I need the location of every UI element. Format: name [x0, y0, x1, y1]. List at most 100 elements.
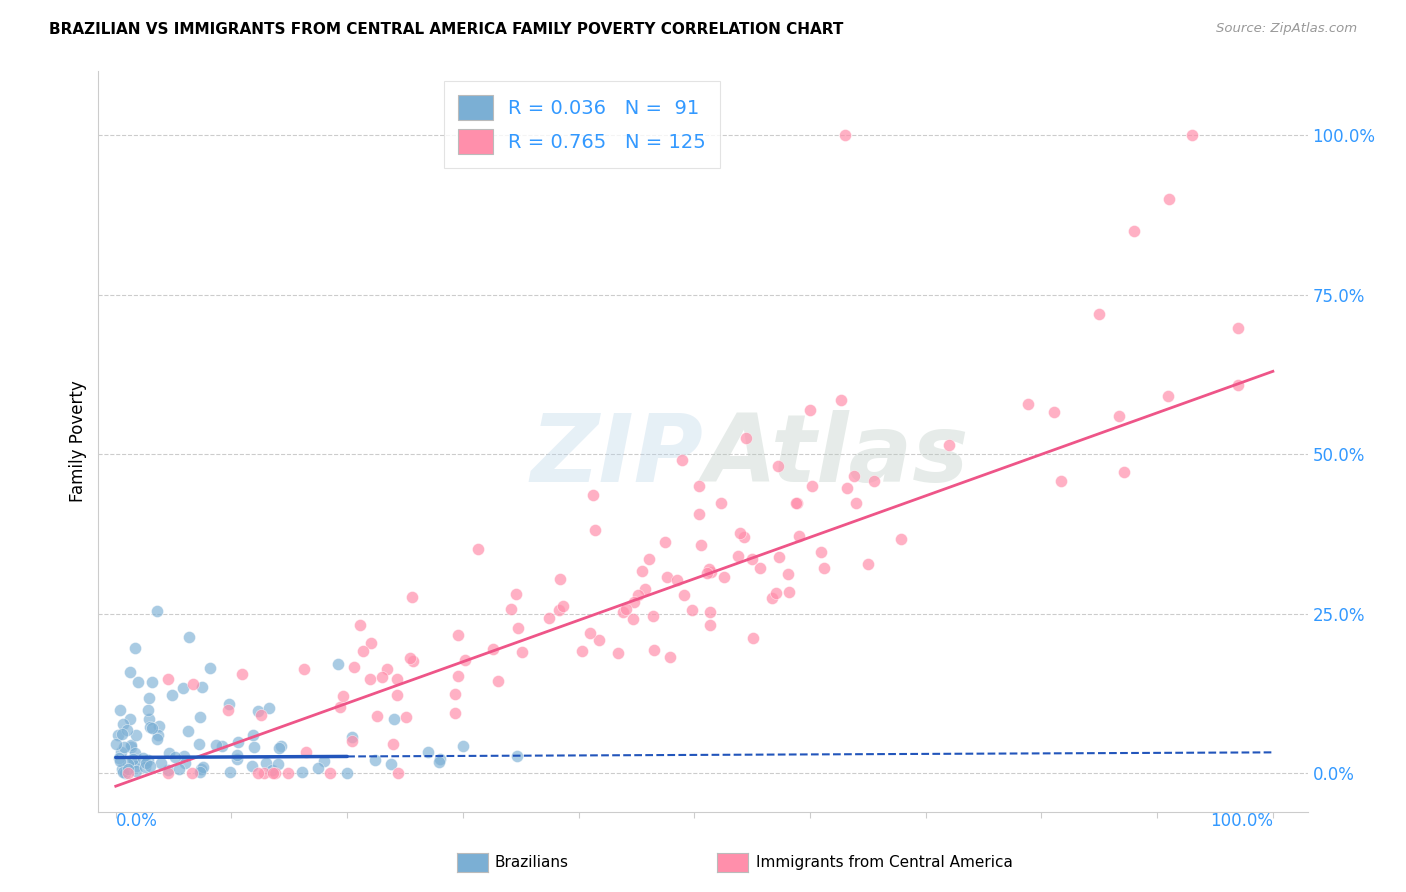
Point — [246, 766, 269, 780]
Legend: R = 0.036   N =  91, R = 0.765   N = 125: R = 0.036 N = 91, R = 0.765 N = 125 — [444, 81, 720, 168]
Point — [117, 762, 139, 776]
Point — [700, 565, 723, 579]
Point — [501, 602, 523, 616]
Point — [111, 764, 134, 779]
Point — [776, 566, 799, 581]
Point — [634, 582, 657, 596]
Point — [621, 611, 644, 625]
Point — [813, 561, 835, 575]
Point — [218, 765, 240, 780]
Point — [257, 701, 280, 715]
Point — [681, 603, 703, 617]
Point — [1227, 320, 1250, 334]
Point — [416, 745, 439, 759]
Point — [314, 754, 336, 768]
Point — [326, 657, 349, 671]
Point — [713, 569, 735, 583]
Point — [765, 586, 787, 600]
Point — [1088, 307, 1111, 321]
Point — [845, 496, 868, 510]
Point — [124, 756, 146, 770]
Point — [655, 570, 678, 584]
Point — [506, 748, 529, 763]
Point — [742, 632, 765, 646]
Point — [110, 745, 132, 759]
Point — [658, 650, 681, 665]
Point — [844, 469, 866, 483]
Point — [111, 727, 134, 741]
Point — [336, 765, 359, 780]
Point — [205, 739, 228, 753]
Point — [1123, 224, 1146, 238]
Point — [627, 588, 650, 602]
Point — [486, 674, 509, 689]
Point — [150, 756, 173, 770]
Point — [242, 728, 264, 742]
Point — [160, 688, 183, 702]
Point — [329, 699, 352, 714]
Point — [749, 560, 772, 574]
Point — [114, 766, 136, 780]
Point — [148, 718, 170, 732]
Point — [111, 762, 134, 776]
Point — [243, 740, 266, 755]
Point — [267, 756, 290, 771]
Point — [136, 753, 159, 767]
Point — [688, 479, 710, 493]
Point — [696, 566, 718, 581]
Point — [766, 459, 789, 474]
Point — [699, 605, 721, 619]
Point — [198, 661, 221, 675]
Point — [768, 550, 790, 565]
Point — [146, 728, 169, 742]
Point — [141, 722, 163, 736]
Point — [188, 710, 211, 724]
Point — [364, 753, 387, 767]
Point — [332, 690, 354, 704]
Point — [761, 591, 783, 606]
Point — [180, 766, 202, 780]
Point — [254, 756, 277, 770]
Point — [588, 632, 610, 647]
Point — [1108, 409, 1130, 423]
Point — [447, 668, 470, 682]
Point — [231, 667, 253, 681]
Point — [172, 681, 194, 695]
Point — [277, 766, 299, 780]
Point — [444, 687, 467, 701]
Point — [654, 535, 676, 549]
Point — [787, 528, 810, 542]
Point — [510, 645, 533, 659]
Point — [226, 735, 249, 749]
Point — [193, 760, 215, 774]
Point — [134, 760, 156, 774]
Point — [291, 765, 314, 780]
Point — [121, 738, 143, 752]
Point — [401, 590, 423, 604]
Point — [671, 452, 693, 467]
Point — [139, 720, 162, 734]
Point — [352, 644, 374, 658]
Point — [394, 710, 416, 724]
Text: ZIP: ZIP — [530, 410, 703, 502]
Point — [583, 523, 606, 537]
Point — [371, 670, 394, 684]
Point — [250, 708, 273, 723]
Point — [427, 756, 450, 770]
Point — [118, 665, 141, 679]
Point — [262, 763, 284, 777]
Point — [105, 737, 128, 751]
Point — [307, 761, 329, 775]
Point — [112, 739, 135, 754]
Point — [638, 551, 661, 566]
Point — [173, 756, 195, 771]
Point — [217, 703, 239, 717]
Point — [1157, 192, 1180, 206]
Point — [643, 642, 665, 657]
Text: Immigrants from Central America: Immigrants from Central America — [756, 855, 1014, 870]
Point — [360, 636, 382, 650]
Text: Atlas: Atlas — [703, 410, 969, 502]
Point — [643, 608, 665, 623]
Text: 0.0%: 0.0% — [115, 813, 157, 830]
Point — [380, 756, 402, 771]
